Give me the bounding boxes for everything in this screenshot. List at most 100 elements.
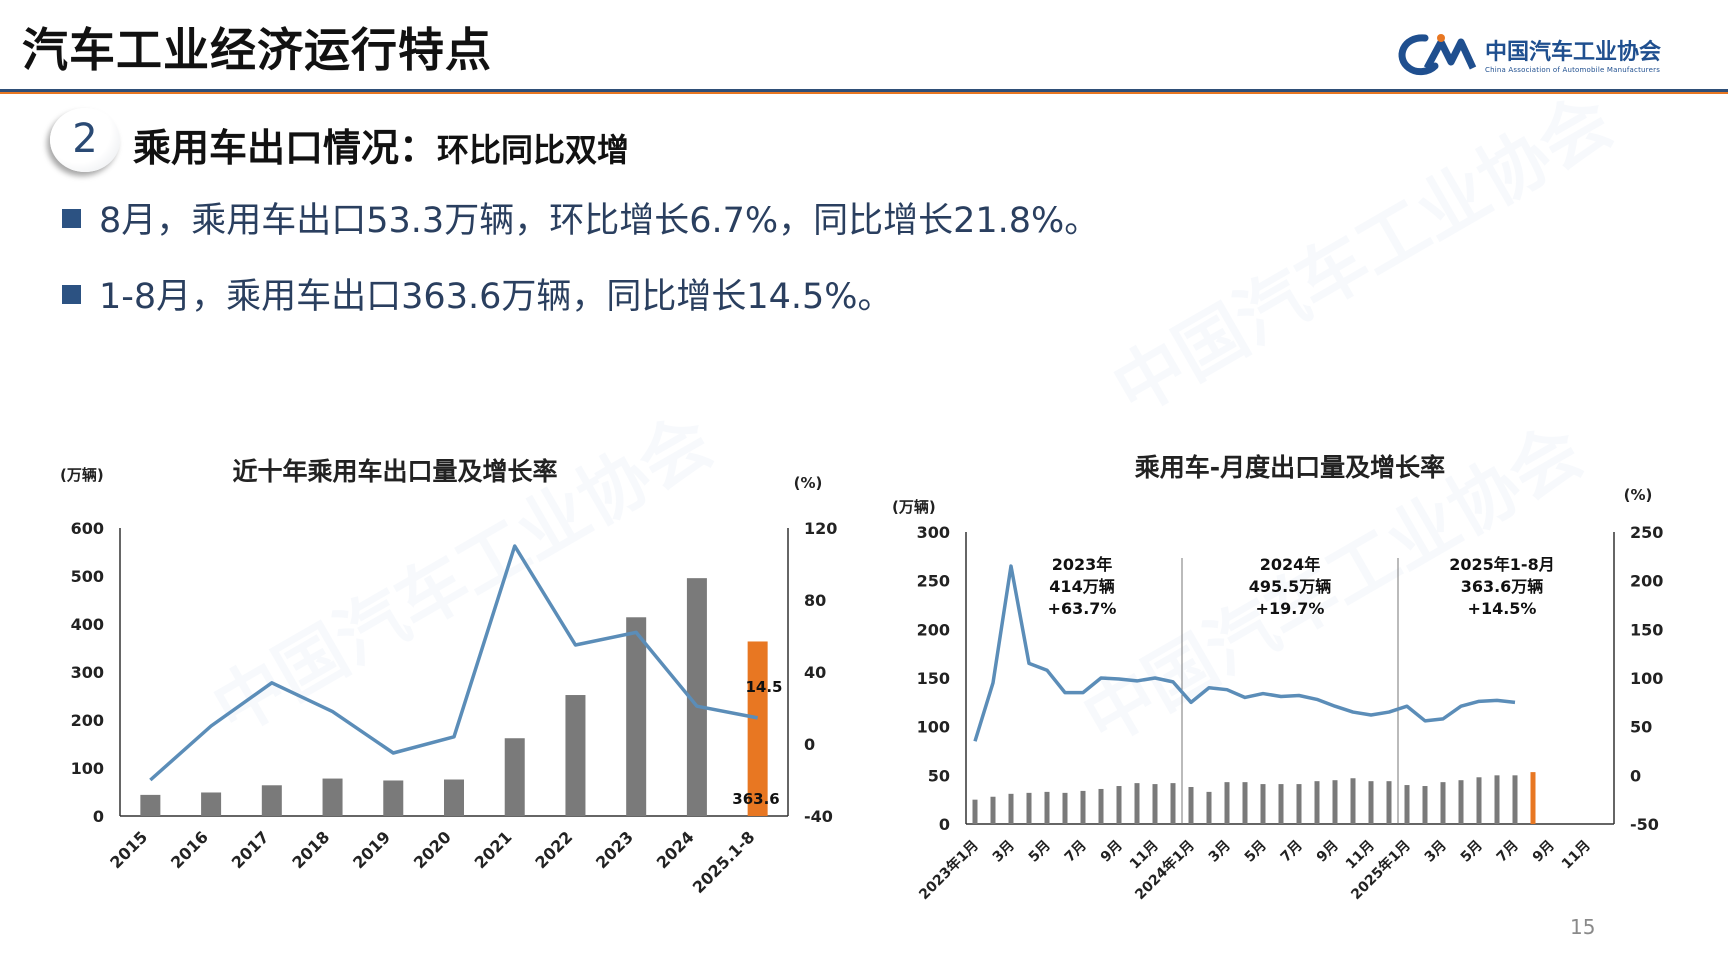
period-total: 414万辆 [1049,577,1114,596]
bar [1296,784,1302,824]
y-tick-label: 0 [93,807,104,826]
bar [1188,787,1194,824]
x-tick-label: 2023年1月 [916,837,982,903]
y2-tick-label: -50 [1630,815,1659,834]
y2-tick-label: 0 [804,735,815,754]
y-axis-ticks: 0 50 100 150 200 250 300 [917,523,950,834]
period-total: 495.5万辆 [1249,577,1332,596]
x-tick-label: 2016 [167,827,212,872]
y2-axis-unit-label: (%) [1624,486,1653,504]
period-year: 2024年 [1260,555,1321,574]
y2-tick-label: 80 [804,591,826,610]
bar [1386,781,1392,824]
x-tick-label: 5月 [1458,838,1486,866]
y2-tick-label: 250 [1630,523,1663,542]
period-annotation: 2024年 495.5万辆 +19.7% [1249,555,1332,618]
y2-tick-label: 0 [1630,766,1641,785]
y-tick-label: 250 [917,572,950,591]
bar [1440,782,1446,824]
bar [1224,782,1230,824]
section-title: 乘用车出口情况：环比同比双增 [133,117,629,172]
bar [626,617,647,816]
bar [504,738,525,816]
bar [1134,783,1140,824]
y2-axis-ticks: -40 0 40 80 120 [804,519,837,826]
bullet-item: 8月，乘用车出口53.3万辆，环比增长6.7%，同比增长21.8%。 [62,192,1099,243]
x-tick-label: 5月 [1242,838,1270,866]
x-tick-label: 2021 [471,827,516,872]
x-tick-label: 9月 [1530,838,1558,866]
y2-tick-label: 50 [1630,718,1652,737]
y-tick-label: 200 [917,620,950,639]
x-tick-label: 7月 [1278,838,1306,866]
bar [1314,781,1320,824]
x-tick-label: 9月 [1098,838,1126,866]
period-total: 363.6万辆 [1461,577,1544,596]
x-tick-label: 7月 [1062,838,1090,866]
yearly-export-chart-svg: 近十年乘用车出口量及增长率 (万辆) (%) 01002003004005006… [60,457,837,897]
volume-data-label: 363.6 [732,790,779,808]
monthly-export-chart-svg: 乘用车-月度出口量及增长率 (万辆) (%) 0 50 100 150 200 250 30… [892,453,1663,903]
bar [1008,793,1014,824]
bar [972,799,978,824]
bar [1512,775,1518,824]
bullet-square-icon [62,209,81,228]
bar [1350,778,1356,824]
x-tick-label: 3月 [1422,838,1450,866]
monthly-export-chart: 乘用车-月度出口量及增长率 (万辆) (%) 0 50 100 150 200 250 30… [880,440,1720,920]
chart-title: 乘用车-月度出口量及增长率 [1135,453,1445,482]
bar [1494,775,1500,824]
x-tick-label: 3月 [990,838,1018,866]
x-tick-label: 7月 [1494,838,1522,866]
period-growth: +14.5% [1468,599,1537,618]
bullet-text: 8月，乘用车出口53.3万辆，环比增长6.7%，同比增长21.8%。 [99,201,1100,241]
bullet-item: 1-8月，乘用车出口363.6万辆，同比增长14.5%。 [62,268,893,319]
y2-tick-label: -40 [804,807,833,826]
x-tick-label: 2025.1-8 [689,827,759,897]
bar [444,779,464,816]
yearly-export-chart: 近十年乘用车出口量及增长率 (万辆) (%) 0 100 200 300 400 500 6… [40,440,860,910]
bar [565,695,586,816]
x-tick-label: 2015 [106,827,151,872]
y2-axis-unit-label: (%) [794,474,823,492]
x-tick-label: 2017 [228,827,273,872]
y2-tick-label: 200 [1630,572,1663,591]
x-tick-label: 11月 [1559,838,1594,873]
y2-tick-label: 100 [1630,669,1663,688]
y-tick-label: 100 [71,759,104,778]
bar [1044,791,1050,824]
x-tick-label: 2020 [410,827,455,872]
logo-english-name: China Association of Automobile Manufact… [1485,66,1661,74]
period-annotation: 2023年 414万辆 +63.7% [1048,555,1117,618]
bar [322,778,343,816]
bar [261,785,282,816]
y2-tick-label: 120 [804,519,837,538]
bar [1476,777,1482,824]
y-tick-label: 300 [917,523,950,542]
bar [747,641,768,816]
bar [1080,790,1086,824]
section-title-main: 乘用车出口情况： [133,126,438,170]
period-growth: +63.7% [1048,599,1117,618]
bar [201,792,222,816]
y2-axis-ticks: -50 0 50 100 150 200 250 [1630,523,1663,834]
x-tick-label: 2024 [653,827,698,872]
period-annotation: 2025年1-8月 363.6万辆 +14.5% [1449,555,1554,618]
bar [1260,784,1266,824]
section-subtitle: 环比同比双增 [437,131,630,169]
section-number-badge: 2 [50,108,120,172]
y2-tick-label: 150 [1630,620,1663,639]
growth-rate-line [149,544,758,782]
watermark-text: 中国汽车工业协会 [1099,79,1626,431]
bar [1026,792,1032,824]
x-tick-label: 2023 [592,827,637,872]
y-tick-label: 400 [71,615,104,634]
bar [1332,780,1338,824]
bar [1206,791,1212,824]
x-tick-label: 3月 [1206,838,1234,866]
bar [1278,784,1284,824]
y-axis-unit-label: (万辆) [60,466,104,484]
growth-rate-line [973,564,1516,742]
y-tick-label: 100 [917,718,950,737]
